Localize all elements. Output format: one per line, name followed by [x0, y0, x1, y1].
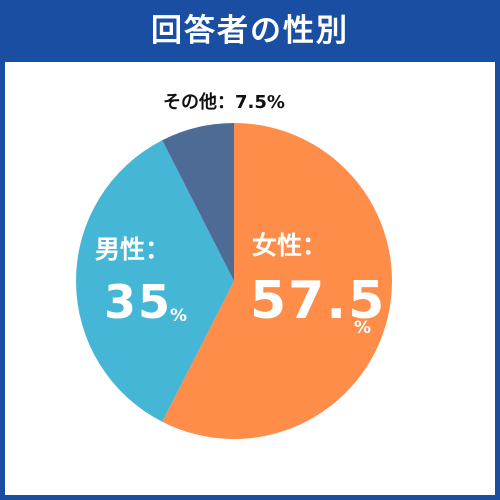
male-slice-unit: % — [170, 306, 187, 326]
chart-title: 回答者の性別 — [151, 13, 349, 49]
pie-slice-other — [162, 123, 234, 281]
male-slice-value: 35 — [104, 275, 172, 329]
pie-slice-female — [162, 123, 392, 439]
other-slice-label: その他：7.5% — [163, 91, 285, 113]
male-slice-label: 男性： — [95, 235, 170, 264]
title-banner: 回答者の性別 — [0, 0, 500, 62]
female-slice-label: 女性： — [252, 231, 327, 260]
female-slice-value: 57.5 — [250, 271, 386, 331]
female-slice-unit: % — [354, 318, 371, 338]
pie-slice-male — [76, 140, 234, 422]
